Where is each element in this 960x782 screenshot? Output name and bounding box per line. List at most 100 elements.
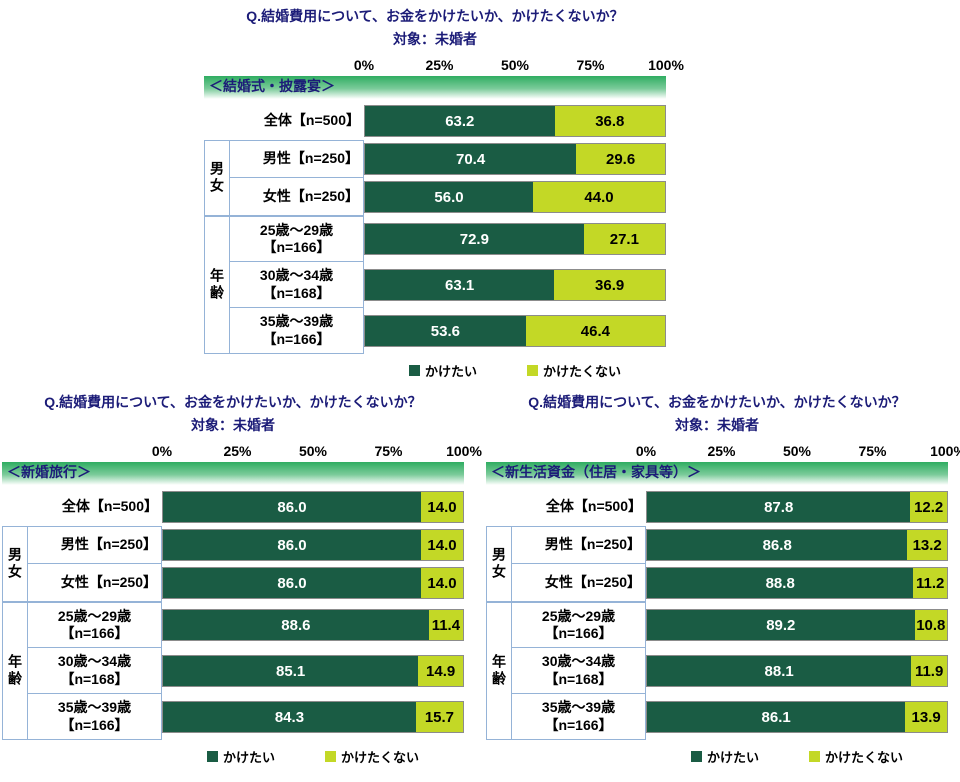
bar-value: 88.1 (764, 662, 794, 680)
legend-item-not-want: かけたくない (325, 747, 419, 766)
bar-segment-want: 87.8 (647, 492, 911, 522)
bar-segment-not-want: 36.9 (554, 270, 665, 300)
bar-row: 86.8 13.2 (646, 526, 948, 564)
bar-row: 63.2 36.8 (364, 102, 666, 140)
chart-wedding-reception: Q.結婚費用について、お金をかけたいか、かけたくないか？ 対象：未婚者 0% 25… (204, 6, 684, 380)
bar-row: 70.4 29.6 (364, 140, 666, 178)
legend: かけたい かけたくない (646, 747, 948, 766)
bar-value: 13.9 (911, 708, 941, 726)
bar-value: 63.1 (445, 276, 475, 294)
bar-row: 86.0 14.0 (162, 564, 464, 602)
chart-grid: 全体【n=500】 86.0 14.0 男女 男性【n=250】 86.0 14.0 女性【n… (2, 488, 464, 740)
legend-label: かけたくない (341, 750, 420, 765)
group-label-text: 男女 (7, 547, 23, 581)
chart-title: Q.結婚費用について、お金をかけたいか、かけたくないか？ (246, 8, 624, 24)
legend-swatch (206, 751, 218, 762)
chart-subtitle: 対象：未婚者 (675, 417, 759, 433)
bar-segment-want: 89.2 (647, 610, 915, 640)
bar-segment-want: 86.8 (647, 530, 908, 560)
bar-segment-want: 88.1 (647, 656, 912, 686)
bar-segment-want: 85.1 (163, 656, 419, 686)
bar-segment-not-want: 11.2 (913, 568, 947, 598)
legend-item-want: かけたい (408, 361, 477, 380)
axis-tick: 50% (298, 443, 328, 459)
bar-value: 84.3 (274, 708, 305, 726)
bar-segment-want: 63.1 (365, 270, 555, 300)
x-axis: 0% 25% 50% 75% 100% (354, 53, 684, 75)
bar-segment-not-want: 11.9 (911, 656, 947, 686)
bar-segment-want: 86.0 (163, 568, 421, 598)
bar-value: 53.6 (430, 322, 460, 340)
bar-row: 72.9 27.1 (364, 216, 666, 262)
bar-segment-not-want: 46.4 (525, 316, 665, 346)
bar-value: 14.9 (426, 662, 456, 680)
row-label: 全体【n=500】 (61, 498, 158, 515)
bar-row: 85.1 14.9 (162, 648, 464, 694)
bar-value: 46.4 (580, 322, 610, 340)
bar-segment-not-want: 14.0 (421, 492, 463, 522)
axis-tick: 25% (425, 57, 454, 73)
group-label: 男女 (204, 140, 230, 216)
legend-label: かけたくない (825, 750, 904, 765)
row-label: 男性【n=250】 (512, 526, 646, 564)
row-label: 25歳～29歳 【n=166】 (28, 602, 162, 648)
axis-tick: 50% (500, 57, 530, 73)
group-label-text: 年齢 (209, 268, 225, 302)
axis-tick: 0% (635, 443, 657, 459)
axis-tick: 0% (353, 57, 375, 73)
legend-label: かけたい (424, 364, 477, 379)
row-label: 男性【n=250】 (230, 140, 364, 178)
bar-segment-want: 86.1 (647, 702, 906, 732)
bar-segment-want: 88.6 (163, 610, 429, 640)
axis-tick: 100% (930, 443, 960, 459)
row-label: 30歳～34歳 【n=168】 (230, 262, 364, 308)
legend-item-want: かけたい (690, 747, 759, 766)
chart-title: Q.結婚費用について、お金をかけたいか、かけたくないか？ (44, 394, 422, 410)
group-label-text: 男女 (491, 547, 507, 581)
bar-segment-not-want: 11.4 (428, 610, 463, 640)
axis-tick: 100% (648, 57, 684, 73)
bar-segment-not-want: 13.2 (907, 530, 947, 560)
bar-value: 87.8 (764, 498, 794, 516)
bar-value: 44.0 (584, 188, 614, 206)
bar-value: 11.9 (914, 662, 944, 680)
bar-segment-not-want: 13.9 (905, 702, 947, 732)
legend-swatch (408, 365, 420, 376)
bar-row: 86.0 14.0 (162, 526, 464, 564)
row-label: 30歳～34歳 【n=168】 (512, 648, 646, 694)
chart-new-life-fund: Q.結婚費用について、お金をかけたいか、かけたくないか？ 対象：未婚者 0% 25… (486, 392, 960, 766)
legend-item-want: かけたい (206, 747, 275, 766)
bar-row: 56.0 44.0 (364, 178, 666, 216)
bar-segment-not-want: 29.6 (576, 144, 665, 174)
row-label: 35歳～39歳 【n=166】 (512, 694, 646, 740)
group-label-text: 年齢 (491, 654, 507, 688)
group-label: 男女 (486, 526, 512, 602)
axis-tick: 25% (223, 443, 252, 459)
bar-segment-not-want: 36.8 (554, 106, 665, 136)
bar-value: 56.0 (434, 188, 464, 206)
chart-subtitle: 対象：未婚者 (191, 417, 275, 433)
bar-value: 27.1 (609, 230, 639, 248)
bar-segment-not-want: 44.0 (533, 182, 665, 212)
chart-honeymoon: Q.結婚費用について、お金をかけたいか、かけたくないか？ 対象：未婚者 0% 25… (2, 392, 482, 766)
legend-swatch (527, 365, 538, 376)
legend-swatch (809, 751, 820, 762)
bar-segment-want: 84.3 (163, 702, 416, 732)
bar-value: 63.2 (445, 112, 475, 130)
bar-value: 12.2 (914, 498, 944, 516)
bar-value: 86.0 (277, 536, 307, 554)
group-label-text: 男女 (209, 161, 225, 195)
bar-value: 29.6 (605, 150, 636, 168)
bar-value: 10.8 (916, 616, 946, 634)
legend-item-not-want: かけたくない (527, 361, 621, 380)
row-label: 全体【n=500】 (545, 498, 642, 515)
bar-segment-want: 86.0 (163, 492, 421, 522)
legend-label: かけたくない (543, 364, 622, 379)
bar-segment-not-want: 14.0 (421, 568, 463, 598)
bar-row: 89.2 10.8 (646, 602, 948, 648)
legend: かけたい かけたくない (162, 747, 464, 766)
legend: かけたい かけたくない (364, 361, 666, 380)
row-label: 全体【n=500】 (263, 112, 360, 129)
bar-segment-not-want: 27.1 (583, 224, 665, 254)
